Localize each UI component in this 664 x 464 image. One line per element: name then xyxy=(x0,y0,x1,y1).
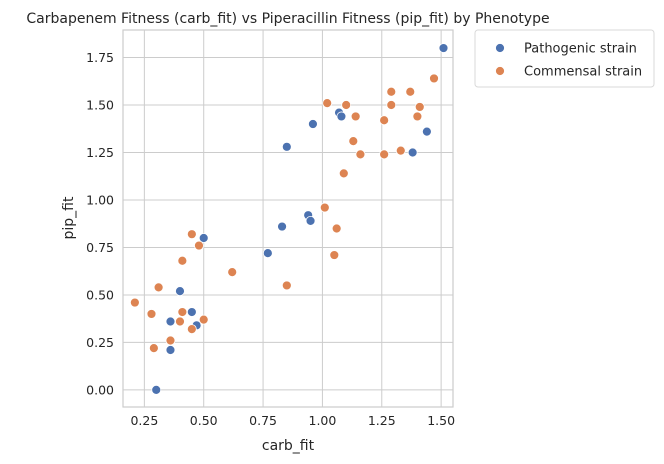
legend-marker-commensal xyxy=(495,66,505,76)
commensal-point xyxy=(379,149,390,160)
x-tick-label: 1.00 xyxy=(309,413,337,428)
pathogenic-point xyxy=(277,221,287,232)
pathogenic-point xyxy=(186,307,197,317)
commensal-point xyxy=(322,98,333,109)
commensal-point xyxy=(355,149,366,160)
y-tick-labels: 0.00 0.25 0.50 0.75 1.00 1.25 1.50 1.75 xyxy=(86,50,114,397)
pathogenic-point xyxy=(421,126,432,137)
legend-label-commensal: Commensal strain xyxy=(524,65,642,80)
commensal-point xyxy=(198,314,209,325)
commensal-point xyxy=(129,297,140,308)
pathogenic-point xyxy=(305,215,316,226)
commensal-point xyxy=(405,86,416,97)
pathogenic-point xyxy=(262,248,273,259)
commensal-point xyxy=(227,267,238,278)
y-tick-label: 1.25 xyxy=(86,145,114,160)
commensal-point xyxy=(386,100,397,110)
y-tick-label: 1.00 xyxy=(86,192,114,207)
legend: Pathogenic strain Commensal strain xyxy=(474,29,655,88)
commensal-point xyxy=(186,229,197,240)
pathogenic-point xyxy=(308,119,318,129)
pathogenic-point xyxy=(407,147,418,158)
commensal-point xyxy=(379,115,390,126)
commensal-point xyxy=(341,100,352,110)
pathogenic-point xyxy=(165,316,176,327)
commensal-point xyxy=(146,309,157,319)
chart-title: Carbapenem Fitness (carb_fit) vs Piperac… xyxy=(26,11,549,27)
x-tick-labels: 0.25 0.50 0.75 1.00 1.25 1.50 xyxy=(130,413,455,428)
plot-area-frame xyxy=(122,29,454,408)
commensal-point xyxy=(331,223,342,234)
pathogenic-point xyxy=(165,345,176,355)
pathogenic-point xyxy=(281,141,292,152)
commensal-point xyxy=(177,307,188,317)
x-tick-label: 1.50 xyxy=(427,413,455,428)
commensal-point xyxy=(414,102,425,112)
commensal-point xyxy=(395,145,406,156)
commensal-point xyxy=(386,86,397,97)
commensal-point xyxy=(338,168,349,179)
x-tick-label: 1.25 xyxy=(368,413,396,428)
y-tick-label: 0.50 xyxy=(86,287,114,302)
commensal-point xyxy=(350,111,361,122)
pathogenic-point xyxy=(336,111,347,122)
commensal-point xyxy=(348,136,359,147)
commensal-point xyxy=(175,316,185,327)
commensal-point xyxy=(429,73,439,84)
gridlines xyxy=(123,30,453,407)
commensal-point xyxy=(153,282,164,293)
commensal-point xyxy=(194,240,204,251)
x-tick-label: 0.50 xyxy=(190,413,218,428)
y-tick-label: 0.25 xyxy=(86,335,114,350)
y-tick-label: 0.00 xyxy=(86,382,114,397)
commensal-point xyxy=(186,324,197,335)
commensal-point xyxy=(329,250,340,260)
legend-marker-pathogenic xyxy=(495,43,505,53)
commensal-point xyxy=(319,202,330,213)
commensal-point xyxy=(281,280,292,291)
commensal-point xyxy=(177,255,188,266)
pathogenic-point xyxy=(198,233,209,243)
commensal-point xyxy=(165,335,176,346)
x-tick-label: 0.25 xyxy=(130,413,158,428)
y-tick-label: 0.75 xyxy=(86,240,114,255)
pathogenic-point xyxy=(151,385,162,395)
y-tick-label: 1.50 xyxy=(86,98,114,113)
y-tick-label: 1.75 xyxy=(86,50,114,65)
pathogenic-point xyxy=(175,286,185,297)
legend-label-pathogenic: Pathogenic strain xyxy=(524,42,637,57)
x-tick-label: 0.75 xyxy=(249,413,277,428)
pathogenic-point xyxy=(438,43,449,53)
commensal-point xyxy=(412,111,423,122)
x-axis-label: carb_fit xyxy=(262,438,315,454)
legend-box xyxy=(474,29,655,88)
y-axis-label: pip_fit xyxy=(61,196,77,239)
commensal-point xyxy=(148,343,159,354)
data-points xyxy=(129,43,449,395)
